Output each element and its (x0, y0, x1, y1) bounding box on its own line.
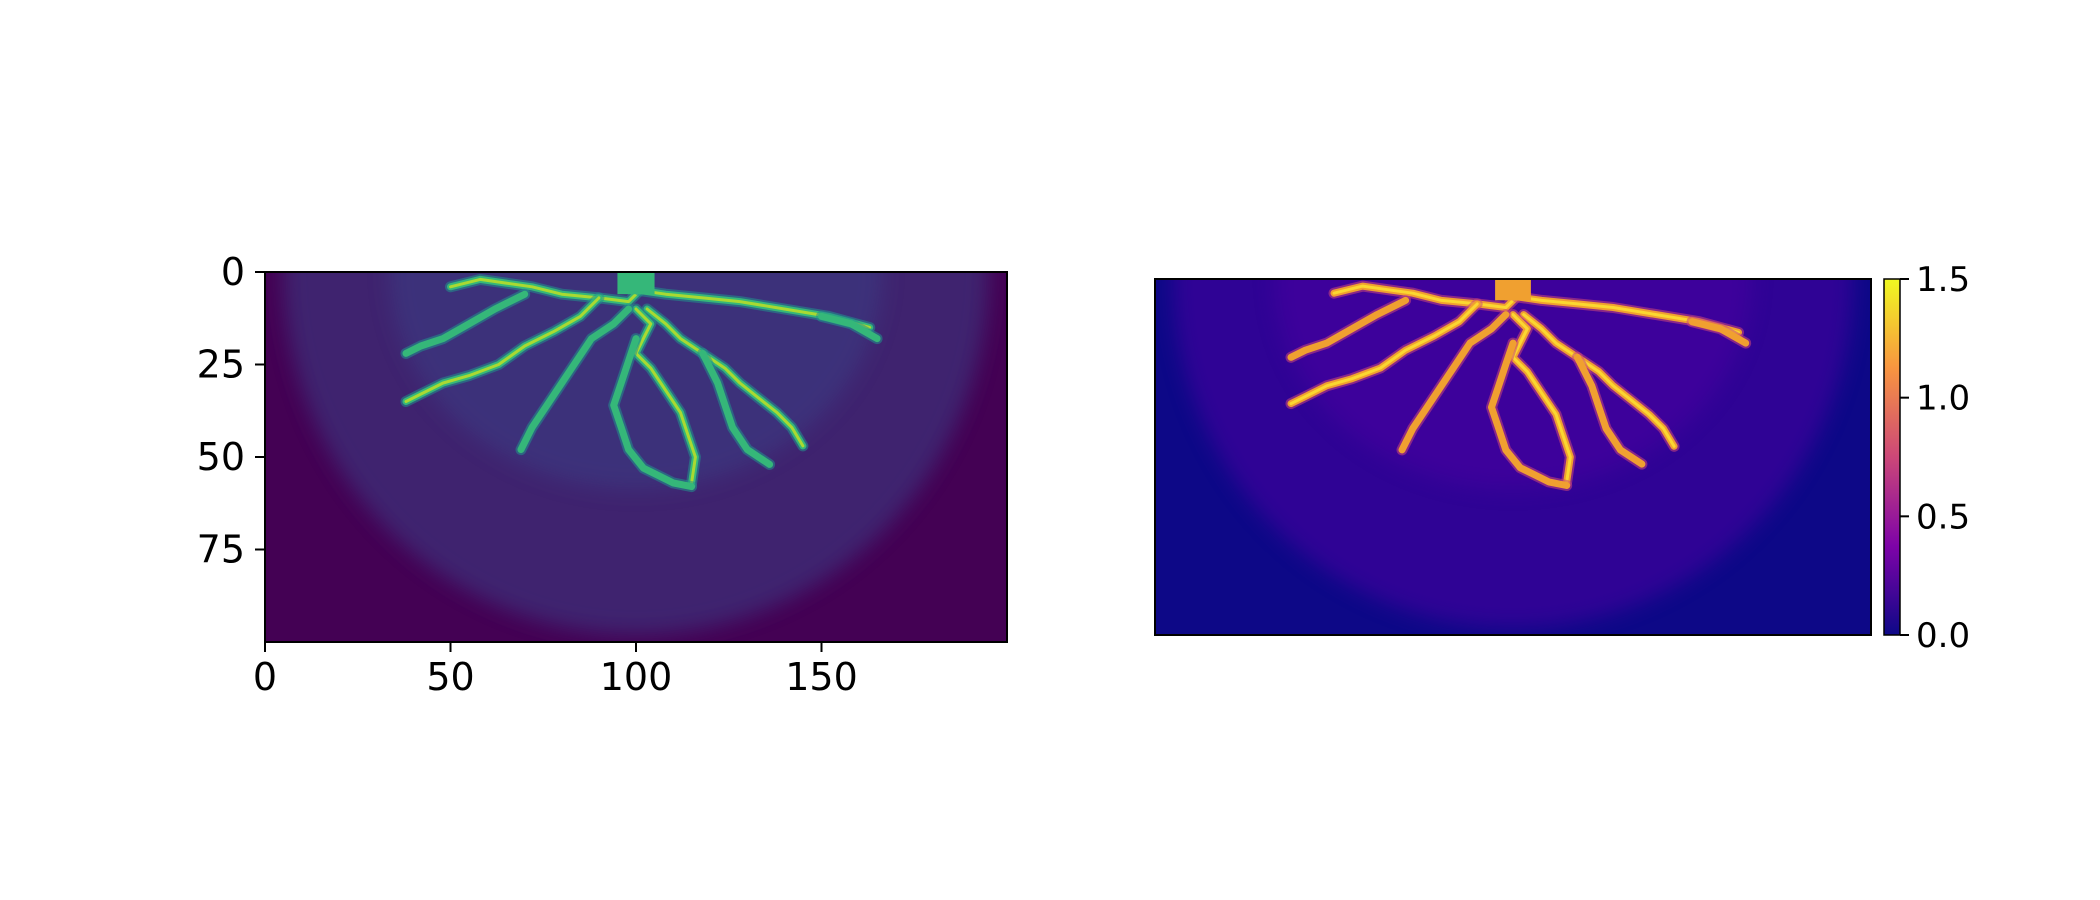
colorbar-gradient (1883, 278, 1901, 636)
y-tick-label-50: 50 (197, 435, 245, 479)
channel-left-5 (517, 305, 633, 454)
channel-core-left-4 (634, 307, 697, 485)
x-tick-label-150: 150 (785, 655, 858, 699)
channel-core-right-3 (1522, 313, 1676, 448)
colorbar-tick-label-1: 0.5 (1916, 497, 1970, 537)
channel-left-8 (402, 290, 529, 357)
inlet-right (1495, 279, 1531, 301)
channel-right-7 (1573, 353, 1646, 468)
y-tick-label-25: 25 (197, 343, 245, 387)
channel-core-left-3 (645, 307, 805, 448)
colorbar-ticks: 0.0 0.5 1.0 1.5 (1900, 260, 1970, 656)
y-tick-label-0: 0 (221, 250, 245, 294)
colorbar-tick-label-0: 0.0 (1916, 616, 1970, 656)
inlet-left (617, 272, 655, 295)
colorbar-tick-label-2: 1.0 (1916, 379, 1970, 419)
channel-core-left-1 (404, 296, 601, 403)
left-x-axis: 0 50 100 150 (253, 642, 858, 699)
colorbar-tick-label-3: 1.5 (1916, 260, 1970, 300)
left-channel-network (400, 272, 883, 493)
x-tick-label-50: 50 (426, 655, 474, 699)
channel-left-9 (818, 312, 881, 343)
channel-right-5 (1398, 311, 1510, 454)
channel-core-right-4 (1511, 313, 1572, 484)
right-channel-network (1285, 279, 1752, 491)
channel-right-6 (1488, 339, 1571, 489)
colorbar: 0.0 0.5 1.0 1.5 (1883, 260, 1970, 656)
right-axes-frame (1154, 278, 1872, 636)
flow-fan-core-left (389, 272, 883, 490)
x-tick-label-0: 0 (253, 655, 277, 699)
left-heatmap-panel: 0 50 100 150 0 25 50 75 (197, 250, 1008, 699)
channel-left-7 (699, 349, 774, 468)
left-y-axis: 0 25 50 75 (197, 250, 265, 572)
x-tick-label-100: 100 (600, 655, 673, 699)
flow-fan-core-right (1275, 279, 1751, 489)
right-heatmap-panel (1154, 278, 1872, 636)
y-tick-label-75: 75 (197, 528, 245, 572)
channel-left-6 (610, 335, 696, 491)
channel-core-right-1 (1289, 302, 1479, 406)
channel-right-9 (1688, 318, 1750, 347)
channel-right-8 (1287, 296, 1410, 361)
